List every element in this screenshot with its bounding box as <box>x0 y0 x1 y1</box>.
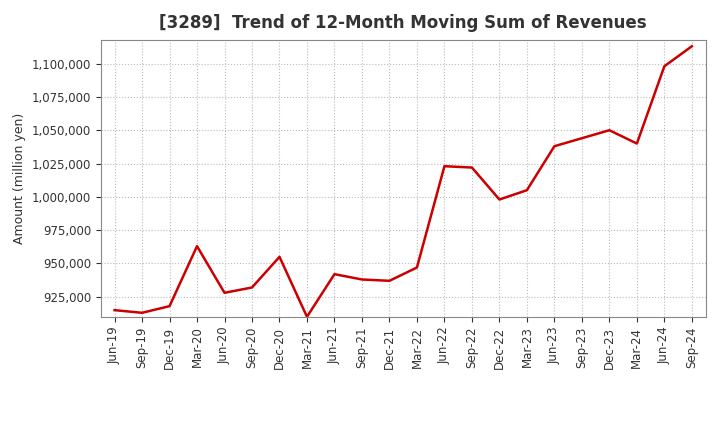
Title: [3289]  Trend of 12-Month Moving Sum of Revenues: [3289] Trend of 12-Month Moving Sum of R… <box>159 15 647 33</box>
Y-axis label: Amount (million yen): Amount (million yen) <box>13 113 26 244</box>
